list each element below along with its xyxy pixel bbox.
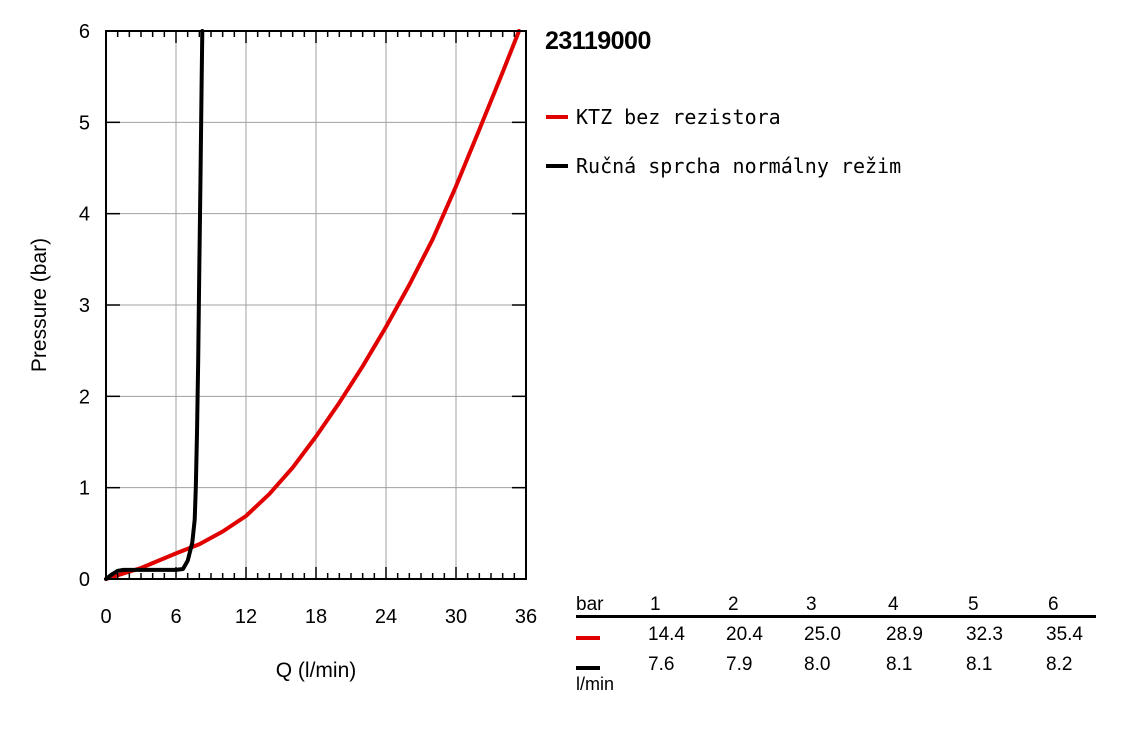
y-tick-label: 0 bbox=[79, 569, 90, 591]
y-tick-label: 3 bbox=[79, 295, 90, 317]
legend-label-hand-shower: Ručná sprcha normálny režim bbox=[576, 153, 902, 178]
table-header-cell: 6 bbox=[1048, 594, 1059, 615]
table-cell: 8.1 bbox=[966, 654, 993, 675]
table-cell: 20.4 bbox=[726, 624, 763, 645]
table-cell: 28.9 bbox=[886, 624, 923, 645]
table-header-cell: 4 bbox=[888, 594, 899, 615]
table-header-divider bbox=[576, 615, 1096, 618]
x-tick-label: 36 bbox=[515, 606, 537, 628]
table-unit-label: l/min bbox=[576, 674, 615, 694]
series-lines bbox=[104, 29, 521, 581]
table-row-swatch-black bbox=[576, 666, 600, 670]
table-cell: 7.9 bbox=[726, 654, 753, 675]
legend-swatch-black bbox=[546, 163, 568, 168]
table-header-cell: 5 bbox=[968, 594, 979, 615]
table-cell: 35.4 bbox=[1046, 624, 1083, 645]
table-header-cell: 1 bbox=[650, 594, 661, 615]
legend-swatch-red bbox=[546, 114, 568, 119]
grid-lines bbox=[106, 31, 526, 579]
series-line-0 bbox=[104, 29, 521, 581]
table-row: 7.6 7.9 8.0 8.1 8.1 8.2 bbox=[576, 654, 1096, 680]
table-row: 14.4 20.4 25.0 28.9 32.3 35.4 bbox=[576, 624, 1096, 650]
y-tick-label: 2 bbox=[79, 386, 90, 408]
table-header-cell: 3 bbox=[806, 594, 817, 615]
legend-label-ktz: KTZ bez rezistora bbox=[576, 104, 781, 129]
x-tick-label: 24 bbox=[375, 606, 397, 628]
axes bbox=[105, 30, 527, 580]
table-header-row: bar 1 2 3 4 5 6 bbox=[576, 594, 1096, 620]
series-line-1 bbox=[104, 29, 205, 581]
chart-legend: KTZ bez rezistora Ručná sprcha normálny … bbox=[546, 92, 901, 190]
table-header-unit: bar bbox=[576, 594, 604, 615]
y-tick-label: 1 bbox=[79, 478, 90, 500]
x-tick-label: 12 bbox=[235, 606, 257, 628]
y-tick-label: 4 bbox=[79, 204, 90, 226]
table-cell: 8.2 bbox=[1046, 654, 1073, 675]
legend-item-hand-shower: Ručná sprcha normálny režim bbox=[546, 141, 901, 190]
x-tick-label: 18 bbox=[305, 606, 327, 628]
table-cell: 14.4 bbox=[648, 624, 685, 645]
x-tick-label: 0 bbox=[100, 606, 111, 628]
legend-item-ktz: KTZ bez rezistora bbox=[546, 92, 901, 141]
table-row-swatch-red bbox=[576, 636, 600, 640]
table-header-cell: 2 bbox=[728, 594, 739, 615]
x-tick-label: 6 bbox=[170, 606, 181, 628]
y-axis-title: Pressure (bar) bbox=[28, 238, 51, 372]
y-tick-label: 5 bbox=[79, 112, 90, 134]
table-cell: 7.6 bbox=[648, 654, 675, 675]
x-tick-label: 30 bbox=[445, 606, 467, 628]
table-cell: 32.3 bbox=[966, 624, 1003, 645]
table-cell: 8.1 bbox=[886, 654, 913, 675]
flow-rate-table: bar 1 2 3 4 5 6 14.4 20.4 25.0 28.9 32.3… bbox=[576, 594, 1096, 680]
x-axis-title: Q (l/min) bbox=[276, 659, 357, 682]
table-cell: 8.0 bbox=[804, 654, 831, 675]
y-tick-label: 6 bbox=[79, 21, 90, 43]
table-cell: 25.0 bbox=[804, 624, 841, 645]
product-code-title: 23119000 bbox=[545, 27, 651, 55]
